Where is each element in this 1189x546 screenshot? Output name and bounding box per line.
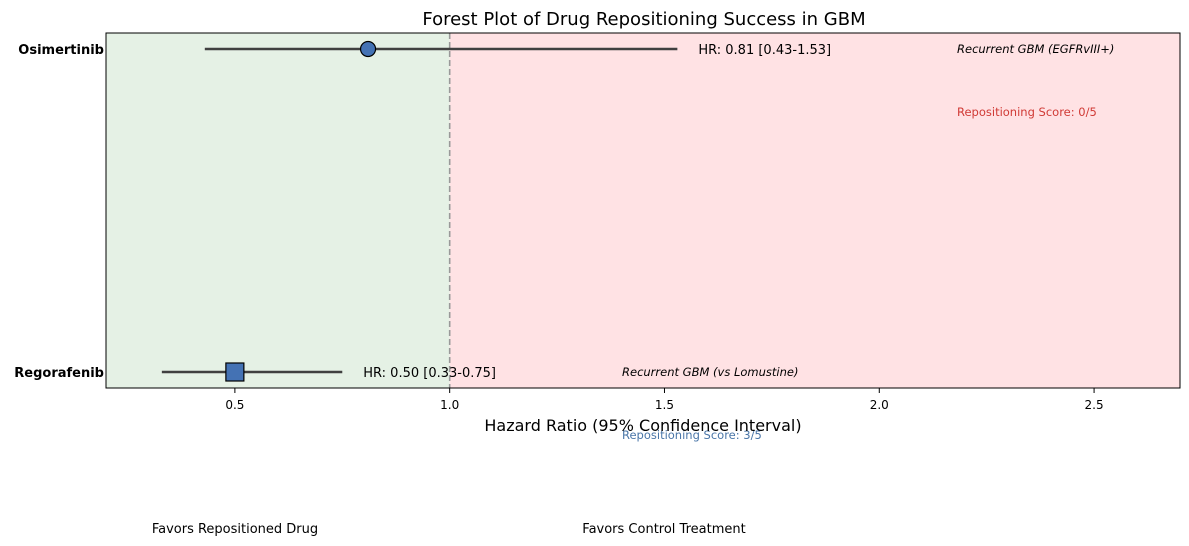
hr-marker xyxy=(359,40,377,58)
hr-label: HR: 0.81 [0.43-1.53] xyxy=(698,43,831,58)
x-tick-label: 2.0 xyxy=(870,398,889,412)
x-tick-label: 1.5 xyxy=(655,398,674,412)
trial-setting: Recurrent GBM (EGFRvIII+) xyxy=(957,42,1114,56)
drug-label: Osimertinib xyxy=(18,43,104,58)
x-tick-label: 1.0 xyxy=(440,398,459,412)
favors-control-label: Favors Control Treatment xyxy=(582,522,745,537)
x-axis-label: Hazard Ratio (95% Confidence Interval) xyxy=(484,416,801,435)
x-tick-label: 0.5 xyxy=(225,398,244,412)
drug-rows: Osimertinib HR: 0.81 [0.43-1.53] Recurrent… xyxy=(14,40,1114,442)
plot-frame xyxy=(105,32,1181,389)
hr-label: HR: 0.50 [0.33-0.75] xyxy=(363,366,496,381)
region-favors-repositioned xyxy=(106,33,450,388)
hr-marker xyxy=(225,362,245,382)
x-axis-ticks: 0.5 1.0 1.5 2.0 2.5 xyxy=(225,388,1104,412)
chart-title: Forest Plot of Drug Repositioning Succes… xyxy=(422,9,865,30)
favors-repositioned-label: Favors Repositioned Drug xyxy=(152,522,318,537)
drug-label: Regorafenib xyxy=(14,366,104,381)
row-osimertinib: Osimertinib HR: 0.81 [0.43-1.53] Recurrent… xyxy=(18,40,1114,119)
repositioning-score: Repositioning Score: 0/5 xyxy=(957,105,1097,119)
trial-setting: Recurrent GBM (vs Lomustine) xyxy=(622,365,798,379)
x-tick-label: 2.5 xyxy=(1085,398,1104,412)
row-regorafenib: Regorafenib HR: 0.50 [0.33-0.75] Recurrent… xyxy=(14,362,798,442)
region-favors-control xyxy=(449,33,1180,388)
background-regions xyxy=(106,33,1180,388)
repositioning-score: Repositioning Score: 3/5 xyxy=(622,428,762,442)
